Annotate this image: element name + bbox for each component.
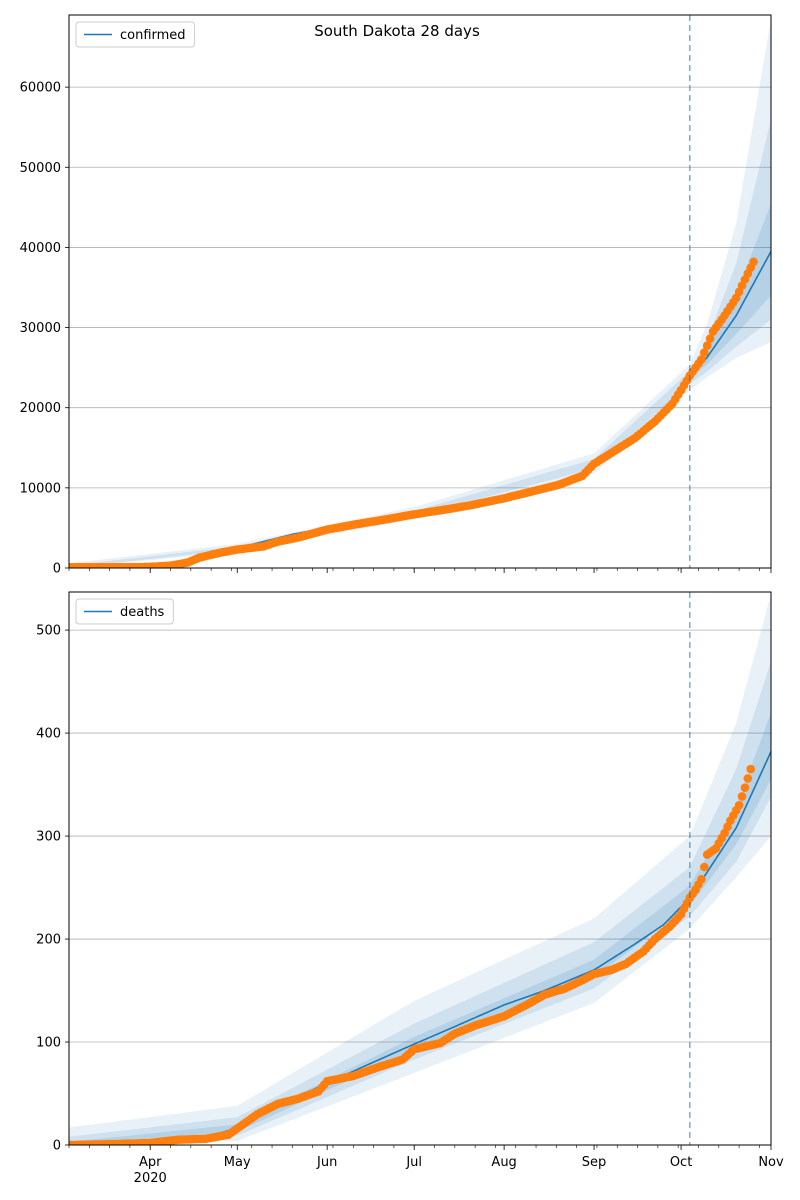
x-tick-label: Sep <box>582 1155 607 1170</box>
observed-point <box>734 800 744 810</box>
y-tick-label: 40000 <box>20 241 61 256</box>
plot-area <box>69 19 771 568</box>
axes-frame <box>68 591 772 1146</box>
observed-point <box>697 875 706 884</box>
observed-point <box>740 783 750 792</box>
observed-point <box>737 792 747 801</box>
legend-label: deaths <box>120 605 165 620</box>
legend-box <box>75 21 196 48</box>
y-tick-label: 400 <box>36 727 61 742</box>
uncertainty-band-outer <box>69 594 771 1145</box>
confirmed-chart-panel: 0 10000 20000 30000 40000 50000 60000 confirmed <box>20 14 772 577</box>
y-tick-label: 20000 <box>20 401 61 416</box>
uncertainty-band-inner <box>689 203 771 378</box>
y-tick-label: 10000 <box>20 481 61 496</box>
x-tick-label: Aug <box>491 1155 516 1170</box>
axes-frame <box>68 14 772 569</box>
x-tick-label: May <box>224 1155 251 1170</box>
observed-point <box>705 334 715 343</box>
x-tick-label: Oct <box>670 1155 692 1170</box>
plot-area <box>69 594 771 1145</box>
y-tick-label: 200 <box>36 933 61 948</box>
figure-title: South Dakota 28 days <box>314 22 480 40</box>
x-tick-sublabel: 2020 <box>134 1171 167 1186</box>
y-tick-label: 300 <box>36 830 61 845</box>
observed-point <box>743 774 753 783</box>
observed-point <box>749 257 758 267</box>
y-tick-label: 500 <box>36 624 61 639</box>
y-tick-label: 0 <box>53 1139 61 1154</box>
x-tick-label: Nov <box>758 1155 784 1170</box>
observed-point <box>697 355 706 364</box>
observed-point <box>700 862 709 872</box>
observed-point <box>702 341 712 350</box>
legend-label: confirmed <box>120 28 186 43</box>
x-tick-label: Apr <box>139 1155 162 1170</box>
y-tick-label: 0 <box>53 562 61 577</box>
y-tick-label: 30000 <box>20 321 61 336</box>
observed-point <box>746 764 755 774</box>
y-tick-label: 60000 <box>20 81 61 96</box>
legend: confirmed <box>75 21 196 48</box>
y-tick-label: 50000 <box>20 161 61 176</box>
legend-box <box>75 598 174 625</box>
x-tick-label: Jun <box>316 1155 337 1170</box>
y-tick-label: 100 <box>36 1036 61 1051</box>
observed-point <box>700 348 709 357</box>
x-tick-label: Jul <box>405 1155 422 1170</box>
legend: deaths <box>75 598 174 625</box>
